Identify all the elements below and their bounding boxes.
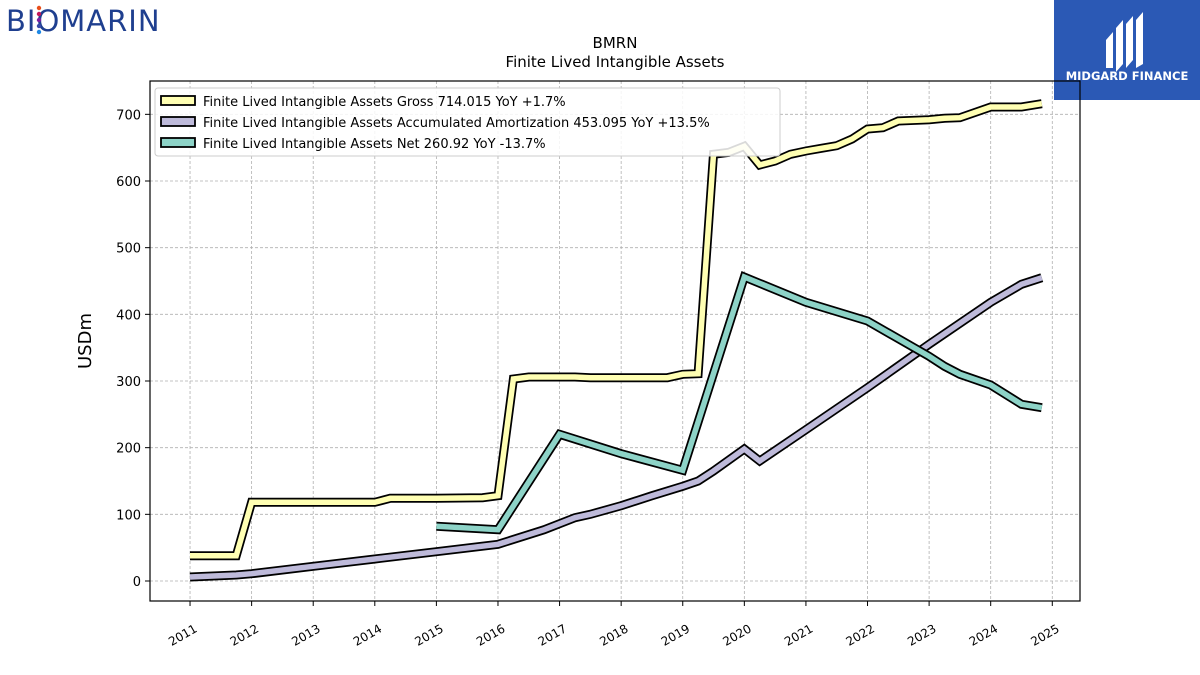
series-line-outline [436, 270, 1043, 535]
series-line [189, 275, 1043, 580]
legend-label: Finite Lived Intangible Assets Accumulat… [203, 116, 710, 131]
legend: Finite Lived Intangible Assets Gross 714… [154, 87, 781, 157]
x-tick-label: 2018 [597, 621, 630, 648]
series-0 [190, 99, 1043, 561]
legend-item: Finite Lived Intangible Assets Gross 714… [160, 95, 566, 110]
series-line [436, 273, 1043, 533]
series-1 [189, 273, 1044, 582]
x-tick-label: 2011 [166, 621, 199, 648]
y-tick-label: 500 [116, 242, 141, 257]
legend-item: Finite Lived Intangible Assets Net 260.9… [160, 137, 546, 152]
x-tick-label: 2014 [351, 621, 384, 648]
biomarin-logo-mark [36, 5, 42, 35]
x-tick-label: 2022 [844, 621, 877, 648]
x-tick-label: 2013 [289, 621, 322, 648]
y-tick-label: 400 [116, 308, 141, 323]
chart-subtitle: Finite Lived Intangible Assets [506, 53, 725, 71]
y-tick-label: 300 [116, 375, 141, 390]
series-layer [189, 99, 1044, 582]
biomarin-logo: BIOMARIN [4, 0, 219, 46]
series-line-outline [190, 99, 1043, 561]
legend-swatch [160, 137, 196, 148]
midgard-logo-icon [1106, 12, 1143, 72]
legend-label: Finite Lived Intangible Assets Gross 714… [203, 95, 566, 110]
x-tick-label: 2023 [905, 621, 938, 648]
badge-label: MIDGARD FINANCE [1066, 69, 1189, 83]
y-tick-label: 0 [133, 575, 141, 590]
series-2 [436, 270, 1043, 535]
series-line-outline [189, 273, 1044, 582]
y-tick-label: 700 [116, 108, 141, 123]
legend-box [154, 87, 781, 157]
y-tick-label: 100 [116, 508, 141, 523]
y-tick-label: 600 [116, 175, 141, 190]
chart-title: BMRN [593, 34, 638, 52]
y-axis-label: USDm [75, 313, 96, 369]
x-tick-label: 2012 [228, 621, 261, 648]
midgard-finance-badge: MIDGARD FINANCE [1054, 0, 1200, 100]
plot-frame [149, 80, 1081, 602]
x-tick-label: 2021 [782, 621, 815, 648]
x-tick-label: 2020 [720, 621, 753, 648]
x-axis: 2011 2012 2013 2014 2015 2016 2017 2018 2019 2020… [166, 601, 1062, 649]
series-line [190, 100, 1043, 559]
x-tick-label: 2024 [967, 621, 1000, 648]
legend-label: Finite Lived Intangible Assets Net 260.9… [203, 137, 546, 152]
legend-item: Finite Lived Intangible Assets Accumulat… [160, 116, 710, 131]
biomarin-logo-text: BIOMARIN [6, 4, 161, 38]
x-tick-label: 2019 [659, 621, 692, 648]
x-tick-label: 2015 [412, 621, 445, 648]
legend-swatch [160, 116, 196, 127]
y-axis: 0 100 200 300 400 500 600 700 [116, 108, 150, 590]
x-tick-label: 2017 [536, 621, 569, 648]
legend-swatch [160, 95, 196, 106]
x-tick-label: 2025 [1028, 621, 1061, 648]
y-tick-label: 200 [116, 442, 141, 457]
x-tick-label: 2016 [474, 621, 507, 648]
